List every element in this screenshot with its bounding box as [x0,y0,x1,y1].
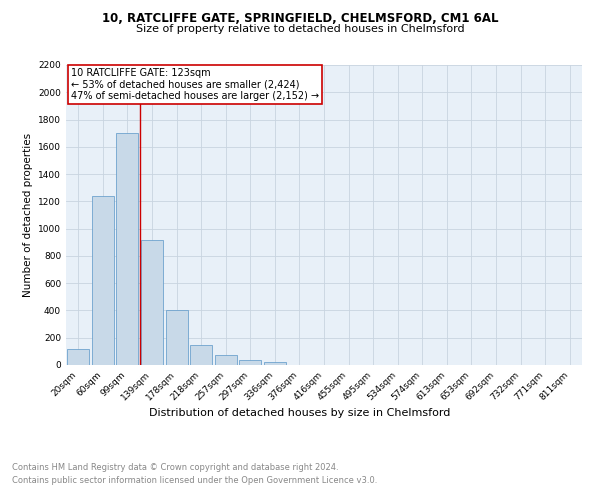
Text: 10, RATCLIFFE GATE, SPRINGFIELD, CHELMSFORD, CM1 6AL: 10, RATCLIFFE GATE, SPRINGFIELD, CHELMSF… [102,12,498,26]
Bar [166,310,188,365]
Bar [190,344,212,365]
Text: Contains public sector information licensed under the Open Government Licence v3: Contains public sector information licen… [12,476,377,485]
Bar [215,356,237,365]
Bar [67,348,89,365]
Text: Size of property relative to detached houses in Chelmsford: Size of property relative to detached ho… [136,24,464,34]
Bar [264,362,286,365]
Text: 10 RATCLIFFE GATE: 123sqm
← 53% of detached houses are smaller (2,424)
47% of se: 10 RATCLIFFE GATE: 123sqm ← 53% of detac… [71,68,319,101]
Y-axis label: Number of detached properties: Number of detached properties [23,133,32,297]
Text: Distribution of detached houses by size in Chelmsford: Distribution of detached houses by size … [149,408,451,418]
Bar [239,360,262,365]
Bar [92,196,114,365]
Bar [116,133,139,365]
Bar [141,240,163,365]
Text: Contains HM Land Registry data © Crown copyright and database right 2024.: Contains HM Land Registry data © Crown c… [12,462,338,471]
